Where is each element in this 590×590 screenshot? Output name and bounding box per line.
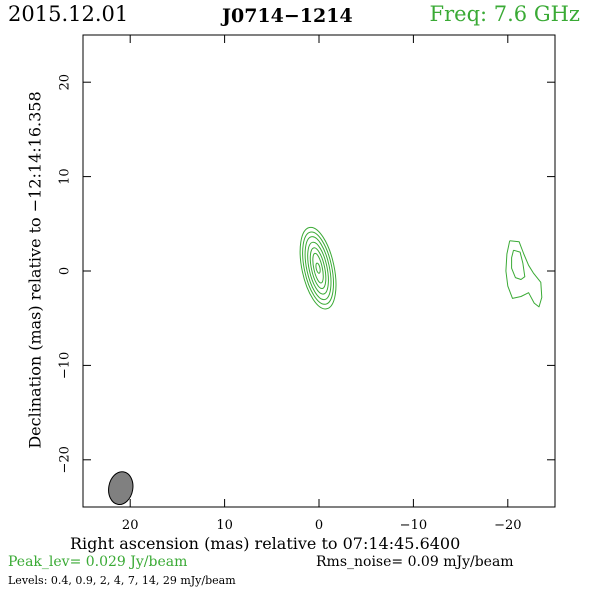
- core-contour: [302, 231, 334, 305]
- x-tick-label: 10: [216, 518, 233, 533]
- y-tick-label: −20: [58, 446, 73, 473]
- axis-ticks: 20 10 0 −10 −20 20 10 0 −10 −20: [58, 35, 555, 533]
- core-contour: [309, 247, 327, 290]
- y-tick-label: 10: [58, 168, 73, 185]
- peak-level: Peak_lev= 0.029 Jy/beam: [8, 554, 188, 570]
- x-tick-label: 0: [315, 518, 323, 533]
- jet-contour-inner: [511, 249, 526, 280]
- source-name: J0714−1214: [222, 5, 353, 27]
- core-contour: [304, 236, 332, 301]
- core-contour: [312, 252, 324, 284]
- x-tick-label: −20: [494, 518, 521, 533]
- plot-frame: [82, 34, 556, 508]
- x-axis-label: Right ascension (mas) relative to 07:14:…: [70, 534, 461, 553]
- x-tick-label: −10: [400, 518, 427, 533]
- y-tick-label: −10: [58, 352, 73, 379]
- x-tick-label: 20: [122, 518, 139, 533]
- beam-ellipse: [108, 471, 134, 506]
- rms-noise: Rms_noise= 0.09 mJy/beam: [316, 554, 514, 570]
- y-tick-label: 20: [58, 74, 73, 91]
- frequency-label: Freq: 7.6 GHz: [429, 2, 580, 26]
- core-contour: [315, 262, 321, 274]
- observation-date: 2015.12.01: [8, 2, 129, 26]
- y-axis-label: Declination (mas) relative to −12:14:16.…: [25, 91, 45, 449]
- jet-contour-outer: [505, 240, 543, 308]
- core-contour: [307, 241, 329, 295]
- contour-marks: [108, 226, 543, 506]
- contour-levels: Levels: 0.4, 0.9, 2, 4, 7, 14, 29 mJy/be…: [8, 574, 236, 587]
- core-contour: [299, 226, 337, 310]
- y-tick-label: 0: [58, 267, 73, 275]
